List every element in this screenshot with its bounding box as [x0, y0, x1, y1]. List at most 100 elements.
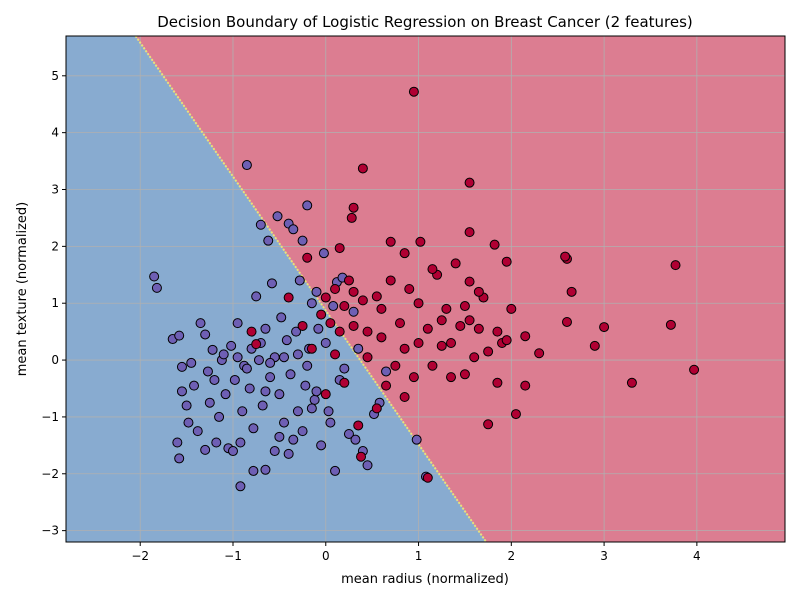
data-point-blue [151, 282, 162, 293]
data-point-blue [263, 235, 274, 246]
data-point-red [441, 303, 452, 314]
data-point-blue [265, 372, 276, 383]
data-point-blue [255, 219, 266, 230]
data-point-red [689, 364, 700, 375]
boundary-line [134, 36, 488, 542]
data-point-blue [281, 335, 292, 346]
data-point-blue [202, 366, 213, 377]
data-point-blue [235, 481, 246, 492]
data-point-blue [300, 380, 311, 391]
data-point-blue [343, 428, 354, 439]
data-point-blue [306, 298, 317, 309]
data-point-red [566, 286, 577, 297]
data-point-red [464, 276, 475, 287]
data-point-blue [192, 426, 203, 437]
y-tick-label: 1 [51, 296, 59, 310]
data-point-blue [248, 465, 259, 476]
data-point-blue [274, 431, 285, 442]
data-point-red [399, 392, 410, 403]
data-point-blue [411, 434, 422, 445]
data-point-red [450, 258, 461, 269]
data-point-red [492, 326, 503, 337]
y-tick-label: 3 [51, 183, 59, 197]
x-tick-label: −2 [131, 549, 149, 563]
data-point-blue [265, 357, 276, 368]
data-point-red [246, 326, 257, 337]
data-point-red [348, 286, 359, 297]
data-point-blue [294, 275, 305, 286]
data-point-blue [181, 400, 192, 411]
data-point-blue [149, 271, 160, 282]
data-point-red [483, 419, 494, 430]
data-point-blue [172, 437, 183, 448]
data-point-red [390, 360, 401, 371]
data-point-red [422, 472, 433, 483]
data-point-red [376, 332, 387, 343]
x-tick-label: 0 [322, 549, 330, 563]
data-point-blue [292, 406, 303, 417]
data-point-blue [318, 248, 329, 259]
y-axis-ticks: −3 −2 −1 0 1 2 3 4 5 [41, 69, 66, 538]
data-point-blue [348, 306, 359, 317]
data-point-blue [200, 444, 211, 455]
data-point-red [346, 212, 357, 223]
data-point-blue [207, 344, 218, 355]
data-point-red [348, 202, 359, 213]
data-point-red [446, 338, 457, 349]
data-point-blue [291, 326, 302, 337]
data-point-red [394, 318, 405, 329]
data-point-red [446, 372, 457, 383]
y-tick-label: −1 [41, 410, 59, 424]
data-point-red [492, 377, 503, 388]
data-point-red [302, 252, 313, 263]
data-point-blue [285, 369, 296, 380]
data-point-blue [200, 329, 211, 340]
y-tick-label: 0 [51, 353, 59, 367]
data-point-red [455, 320, 466, 331]
data-point-red [413, 298, 424, 309]
data-point-red [283, 292, 294, 303]
data-point-red [489, 239, 500, 250]
data-point-blue [244, 383, 255, 394]
data-point-blue [174, 330, 185, 341]
data-point-blue [237, 406, 248, 417]
data-point-red [415, 236, 426, 247]
data-point-blue [269, 446, 280, 457]
data-point-blue [214, 411, 225, 422]
data-point-blue [297, 426, 308, 437]
data-point-red [464, 227, 475, 238]
data-point-blue [183, 417, 194, 428]
data-point-blue [297, 235, 308, 246]
data-point-blue [186, 357, 197, 368]
data-point-red [665, 319, 676, 330]
data-point-blue [266, 278, 277, 289]
data-point-red [561, 316, 572, 327]
data-point-red [459, 301, 470, 312]
data-point-blue [279, 417, 290, 428]
data-point-red [334, 326, 345, 337]
plot-border [65, 35, 786, 543]
data-point-blue [226, 340, 237, 351]
data-point-blue [260, 386, 271, 397]
x-axis-label: mean radius (normalized) [341, 572, 509, 587]
data-point-red [348, 320, 359, 331]
data-point-blue [279, 352, 290, 363]
data-point-blue [204, 397, 215, 408]
chart-title: Decision Boundary of Logistic Regression… [157, 13, 693, 31]
data-point-red [473, 286, 484, 297]
data-point-red [362, 352, 373, 363]
plot-frame [65, 35, 786, 543]
data-point-blue [272, 211, 283, 222]
data-point-red [436, 315, 447, 326]
data-point-red [385, 236, 396, 247]
data-point-red [399, 343, 410, 354]
data-point-red [589, 340, 600, 351]
data-point-blue [229, 374, 240, 385]
benign-region [66, 36, 487, 542]
data-point-red [510, 409, 521, 420]
data-point-blue [306, 403, 317, 414]
decision-boundary [134, 36, 488, 542]
data-point-blue [328, 301, 339, 312]
data-point-red [408, 372, 419, 383]
y-tick-label: 5 [51, 69, 59, 83]
